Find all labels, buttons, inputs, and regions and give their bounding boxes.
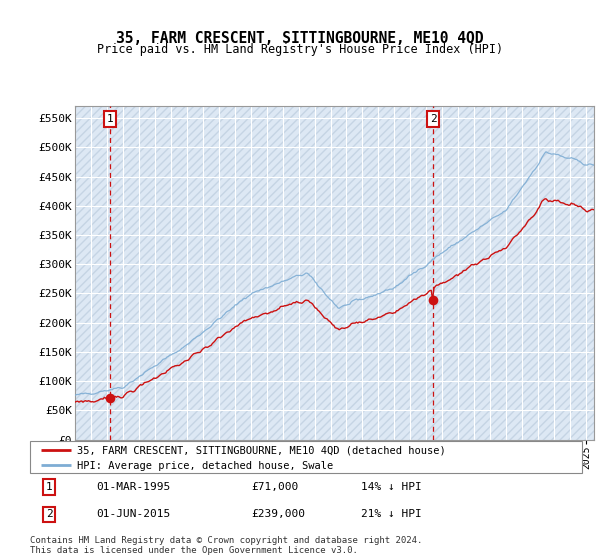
Text: HPI: Average price, detached house, Swale: HPI: Average price, detached house, Swal… — [77, 460, 333, 470]
Text: 01-JUN-2015: 01-JUN-2015 — [96, 510, 170, 519]
Text: 35, FARM CRESCENT, SITTINGBOURNE, ME10 4QD (detached house): 35, FARM CRESCENT, SITTINGBOURNE, ME10 4… — [77, 446, 446, 456]
Text: Price paid vs. HM Land Registry's House Price Index (HPI): Price paid vs. HM Land Registry's House … — [97, 43, 503, 56]
Text: 14% ↓ HPI: 14% ↓ HPI — [361, 482, 422, 492]
Text: £71,000: £71,000 — [251, 482, 298, 492]
Text: 01-MAR-1995: 01-MAR-1995 — [96, 482, 170, 492]
Text: 1: 1 — [106, 114, 113, 124]
Text: 21% ↓ HPI: 21% ↓ HPI — [361, 510, 422, 519]
Text: 1: 1 — [46, 482, 53, 492]
Text: 35, FARM CRESCENT, SITTINGBOURNE, ME10 4QD: 35, FARM CRESCENT, SITTINGBOURNE, ME10 4… — [116, 31, 484, 45]
Text: 2: 2 — [430, 114, 436, 124]
Text: 2: 2 — [46, 510, 53, 519]
Text: £239,000: £239,000 — [251, 510, 305, 519]
Text: Contains HM Land Registry data © Crown copyright and database right 2024.
This d: Contains HM Land Registry data © Crown c… — [30, 536, 422, 555]
FancyBboxPatch shape — [30, 441, 582, 473]
